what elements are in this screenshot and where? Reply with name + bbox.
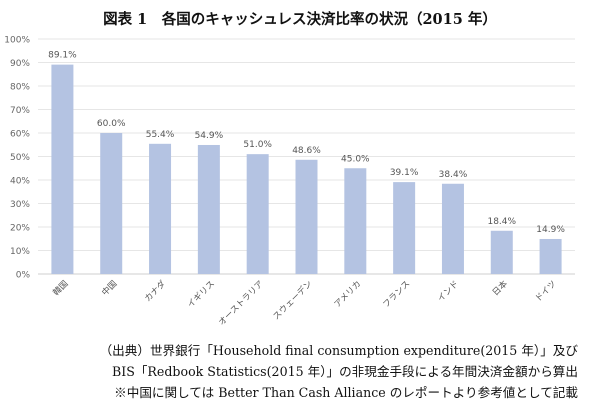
chart-title: 図表 1 各国のキャッシュレス決済比率の状況（2015 年） xyxy=(103,11,497,28)
bar xyxy=(246,154,269,274)
y-tick-label: 80% xyxy=(10,83,30,93)
bar xyxy=(393,182,416,274)
bar xyxy=(100,133,123,274)
data-label: 45.0% xyxy=(341,154,370,164)
bar xyxy=(295,159,318,274)
x-tick-label: フランス xyxy=(381,279,412,310)
x-tick-label: スウェーデン xyxy=(271,278,315,322)
x-tick-label: ドイツ xyxy=(534,279,559,304)
note-line-1: （出典）世界銀行「Household final consumption exp… xyxy=(99,343,578,358)
bar xyxy=(441,183,464,274)
data-label: 39.1% xyxy=(390,168,419,178)
x-tick-label: インド xyxy=(436,279,461,304)
bar xyxy=(539,238,562,274)
y-tick-label: 10% xyxy=(10,247,30,257)
y-tick-label: 60% xyxy=(10,130,30,140)
data-label: 60.0% xyxy=(97,119,126,129)
x-tick-label: イギリス xyxy=(186,279,217,310)
y-tick-label: 90% xyxy=(10,59,30,69)
bar xyxy=(344,168,367,274)
bar xyxy=(51,64,74,275)
y-tick-label: 0% xyxy=(16,271,31,281)
bar xyxy=(490,230,513,274)
bar xyxy=(197,144,220,274)
bar xyxy=(149,143,172,274)
x-tick-label: 日本 xyxy=(490,278,510,298)
data-label: 51.0% xyxy=(243,140,272,150)
data-label: 18.4% xyxy=(487,217,516,227)
data-label: 38.4% xyxy=(439,170,468,180)
x-tick-label: アメリカ xyxy=(333,279,364,310)
data-label: 55.4% xyxy=(146,130,175,140)
data-label: 89.1% xyxy=(48,51,77,61)
x-tick-label: オーストラリア xyxy=(217,279,266,328)
y-tick-label: 20% xyxy=(10,224,30,234)
y-tick-label: 50% xyxy=(10,153,30,163)
note-line-3: ※中国に関しては Better Than Cash Alliance のレポート… xyxy=(114,385,578,400)
y-tick-label: 40% xyxy=(10,177,30,187)
bar-chart: 0% 10% 20% 30% 40% 50% 60% 70% 80% 90% 100% 89.1% 韓国… xyxy=(4,36,575,328)
x-tick-label: カナダ xyxy=(142,278,168,304)
y-tick-label: 100% xyxy=(4,36,30,46)
y-tick-label: 70% xyxy=(10,106,30,116)
data-label: 48.6% xyxy=(292,146,321,156)
data-label: 54.9% xyxy=(195,131,224,141)
note-line-2: BIS「Redbook Statistics(2015 年）」の非現金手段による… xyxy=(111,364,578,379)
y-tick-label: 30% xyxy=(10,200,30,210)
source-notes: （出典）世界銀行「Household final consumption exp… xyxy=(100,340,578,403)
x-tick-label: 中国 xyxy=(100,278,120,298)
x-tick-label: 韓国 xyxy=(51,278,71,298)
data-label: 14.9% xyxy=(536,225,565,235)
